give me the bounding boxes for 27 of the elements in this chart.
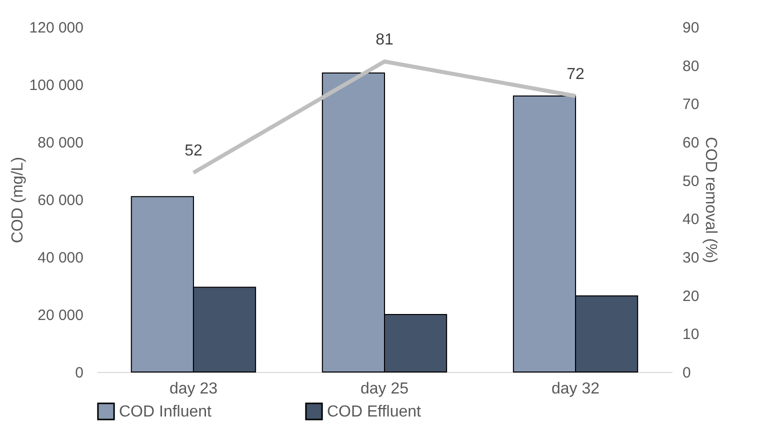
- y2-tick-label: 90: [682, 20, 700, 36]
- y2-tick-label: 60: [682, 134, 700, 152]
- y2-tick-label: 80: [682, 58, 700, 75]
- x-tick-label: day 23: [169, 380, 218, 398]
- y-tick-label: 100 000: [29, 77, 84, 94]
- y-axis-title: COD (mg/L): [9, 156, 26, 244]
- y2-tick-label: 70: [682, 96, 700, 114]
- legend-label: COD Influent: [119, 403, 212, 420]
- y2-tick-label: 10: [682, 326, 700, 344]
- y2-tick-label: 50: [682, 172, 700, 190]
- y-tick-label: 40 000: [38, 250, 84, 266]
- y2-tick-label: 30: [682, 250, 700, 266]
- y2-tick-label: 0: [682, 364, 691, 382]
- y2-tick-label: 40: [682, 211, 700, 228]
- x-tick-label: day 32: [552, 380, 600, 398]
- y2-tick-label: 20: [682, 288, 700, 305]
- data-label: 81: [376, 32, 394, 48]
- y-tick-label: 0: [75, 364, 84, 382]
- y-tick-label: 80 000: [38, 134, 84, 152]
- legend-label: COD Effluent: [327, 403, 422, 420]
- y-tick-label: 120 000: [29, 20, 84, 36]
- y-tick-label: 60 000: [38, 192, 84, 209]
- y-tick-label: 20 000: [38, 307, 84, 324]
- y2-axis-title: COD removal (%): [702, 136, 720, 264]
- data-label: 52: [184, 142, 202, 160]
- x-tick-label: day 25: [360, 380, 409, 398]
- data-label: 72: [566, 66, 585, 83]
